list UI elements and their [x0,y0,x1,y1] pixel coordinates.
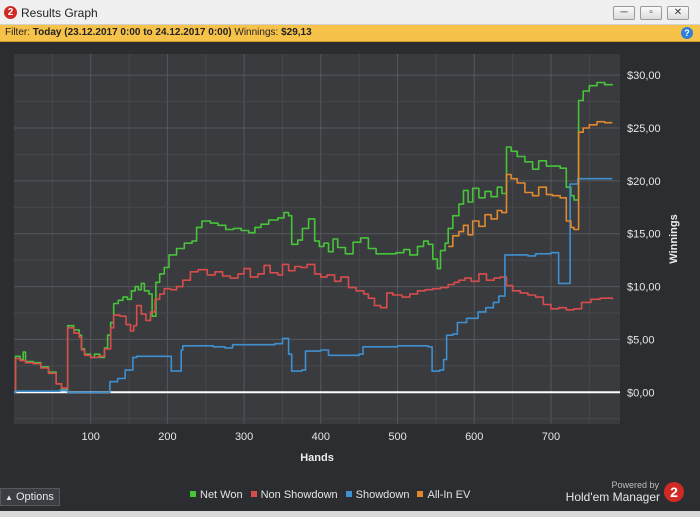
close-button[interactable]: ✕ [667,6,689,20]
x-axis-ticks: 100 200 300 400 500 600 700 [82,431,561,443]
y-tick-label: $25,00 [627,123,661,135]
title-bar: 2 Results Graph ─ ▫ ✕ [0,0,700,25]
y-axis-ticks: $0,00 $5,00 $10,00 $15,00 $20,00 $25,00 $30,00 [627,70,661,399]
x-tick-label: 300 [235,431,253,443]
x-tick-label: 100 [82,431,100,443]
x-tick-label: 600 [465,431,483,443]
product-name: Hold'em Manager [565,490,660,504]
y-tick-label: $10,00 [627,282,661,294]
series-line-all-in-ev [448,120,613,248]
plot-area [14,54,620,424]
series-line-non-showdown [14,263,614,394]
hem-logo-icon: 2 [664,482,684,502]
filter-bar: Filter: Today (23.12.2017 0:00 to 24.12.… [0,25,700,42]
legend-item-net-won: Net Won [190,489,243,501]
x-tick-label: 400 [312,431,330,443]
options-button[interactable]: ▲ Options [0,488,60,506]
x-tick-label: 700 [542,431,560,443]
legend-item-showdown: Showdown [345,489,410,501]
chart-legend: Net Won Non Showdown Showdown All-In EV [190,489,478,503]
x-axis-label: Hands [300,452,334,464]
minimize-button[interactable]: ─ [613,6,635,20]
restore-icon: ▫ [649,7,653,18]
legend-swatch [345,491,352,497]
legend-item-non-showdown: Non Showdown [250,489,338,501]
x-tick-label: 200 [158,431,176,443]
minimize-icon: ─ [620,7,628,18]
y-axis-label: Winnings [668,214,680,263]
bottom-strip [0,511,700,517]
legend-swatch [190,491,196,497]
y-tick-label: $30,00 [627,70,661,82]
winnings-label: Winnings: [234,27,279,38]
y-tick-label: $15,00 [627,229,661,241]
window-title: Results Graph [21,6,98,20]
legend-label: Net Won [200,489,243,501]
winnings-value: $29,13 [281,27,312,38]
y-tick-label: $20,00 [627,176,661,188]
series-line-showdown [14,177,613,394]
close-icon: ✕ [673,7,683,18]
series-line-net-won [14,81,614,394]
restore-button[interactable]: ▫ [640,6,662,20]
x-tick-label: 500 [388,431,406,443]
help-icon[interactable]: ? [681,27,693,39]
legend-label: All-In EV [427,489,471,501]
y-tick-label: $0,00 [627,387,655,399]
legend-swatch [417,491,424,497]
filter-prefix: Filter: [5,27,30,38]
legend-swatch [250,491,257,497]
chart-series [14,81,614,394]
chevron-up-icon: ▲ [5,493,13,502]
y-tick-label: $5,00 [627,334,655,346]
legend-item-all-in-ev: All-In EV [417,489,470,501]
filter-date-range: Today (23.12.2017 0:00 to 24.12.2017 0:0… [32,27,232,38]
results-chart: 100 200 300 400 500 600 700 $0,00 $5,00 $10,00 $1… [14,54,680,464]
chart-grid [14,54,620,424]
powered-by-text: Powered by [611,480,659,490]
app-logo-icon: 2 [4,6,17,19]
legend-label: Non Showdown [260,489,338,501]
legend-label: Showdown [355,489,410,501]
options-label: Options [15,491,54,503]
